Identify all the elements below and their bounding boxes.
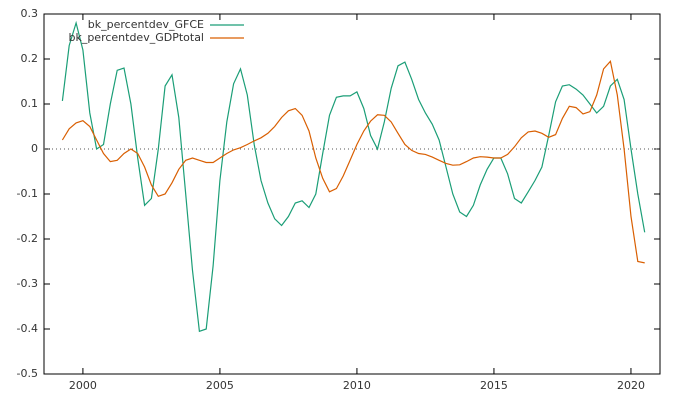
y-tick-label: 0.1 <box>21 97 39 110</box>
plot-frame <box>43 13 661 375</box>
y-tick-label: 0 <box>31 142 38 155</box>
legend-label: bk_percentdev_GDPtotal <box>68 31 204 44</box>
y-tick-label: -0.4 <box>17 322 38 335</box>
y-tick-label: -0.1 <box>17 187 38 200</box>
legend-label: bk_percentdev_GFCE <box>88 18 204 31</box>
x-tick-label: 2015 <box>480 379 508 392</box>
x-tick-label: 2000 <box>69 379 97 392</box>
x-tick-label: 2010 <box>343 379 371 392</box>
y-tick-label: -0.3 <box>17 277 38 290</box>
x-tick-label: 2020 <box>617 379 645 392</box>
y-tick-label: -0.2 <box>17 232 38 245</box>
x-tick-label: 2005 <box>206 379 234 392</box>
series-line <box>61 20 646 333</box>
y-tick-label: 0.3 <box>21 7 39 20</box>
y-tick-label: 0.2 <box>21 52 39 65</box>
series-line <box>61 60 645 264</box>
y-tick-label: -0.5 <box>17 367 38 380</box>
